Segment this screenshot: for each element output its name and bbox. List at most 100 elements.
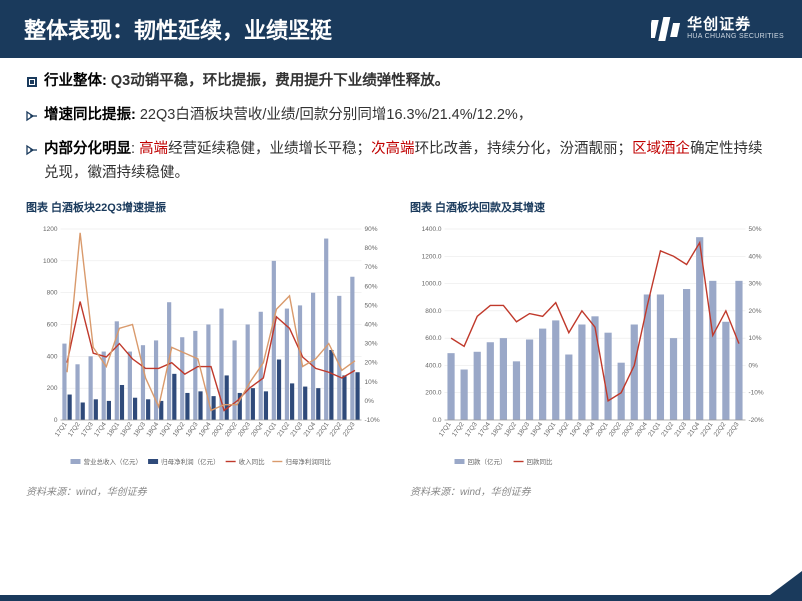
svg-text:1200: 1200 (43, 226, 58, 233)
svg-text:19Q4: 19Q4 (198, 421, 213, 438)
svg-text:21Q2: 21Q2 (276, 421, 291, 438)
svg-text:90%: 90% (365, 226, 378, 233)
svg-text:10%: 10% (749, 335, 762, 342)
svg-text:回款（亿元）: 回款（亿元） (468, 457, 507, 466)
svg-text:60%: 60% (365, 283, 378, 290)
svg-text:20Q2: 20Q2 (608, 421, 623, 438)
svg-text:22Q3: 22Q3 (342, 421, 357, 438)
svg-text:1200.0: 1200.0 (422, 253, 442, 260)
svg-text:21Q4: 21Q4 (302, 421, 317, 438)
svg-text:18Q3: 18Q3 (516, 421, 531, 438)
svg-text:0: 0 (54, 417, 58, 424)
content-body: 行业整体: Q3动销平稳，环比提振，费用提升下业绩弹性释放。增速同比提振: 22… (0, 58, 802, 185)
svg-text:20%: 20% (365, 359, 378, 366)
svg-text:17Q4: 17Q4 (93, 421, 108, 438)
slide-header: 整体表现：韧性延续，业绩坚挺 华创证券 HUA CHUANG SECURITIE… (0, 0, 802, 58)
svg-text:21Q3: 21Q3 (673, 421, 688, 438)
svg-text:20Q1: 20Q1 (211, 421, 226, 438)
svg-text:19Q4: 19Q4 (582, 421, 597, 438)
chart-left-svg: 020040060080010001200-10%0%10%20%30%40%5… (26, 221, 392, 476)
svg-text:20Q4: 20Q4 (250, 421, 265, 438)
svg-text:17Q2: 17Q2 (451, 421, 466, 438)
svg-text:50%: 50% (749, 226, 762, 233)
chart-right-source: 资料来源：wind，华创证券 (410, 483, 776, 498)
svg-text:21Q3: 21Q3 (289, 421, 304, 438)
svg-text:22Q3: 22Q3 (726, 421, 741, 438)
svg-text:归母净利润（亿元）: 归母净利润（亿元） (161, 457, 220, 466)
svg-text:-10%: -10% (365, 417, 380, 424)
svg-text:600: 600 (47, 321, 58, 328)
svg-text:20%: 20% (749, 308, 762, 315)
svg-text:1000: 1000 (43, 258, 58, 265)
svg-text:归母净利润同比: 归母净利润同比 (285, 457, 331, 466)
svg-text:17Q2: 17Q2 (67, 421, 82, 438)
svg-text:22Q1: 22Q1 (700, 421, 715, 438)
svg-text:18Q4: 18Q4 (529, 421, 544, 438)
svg-text:22Q2: 22Q2 (713, 421, 728, 438)
chart-left-source: 资料来源：wind，华创证券 (26, 483, 392, 498)
svg-text:22Q1: 22Q1 (316, 421, 331, 438)
svg-text:50%: 50% (365, 302, 378, 309)
svg-text:30%: 30% (749, 280, 762, 287)
svg-text:18Q4: 18Q4 (145, 421, 160, 438)
svg-text:400: 400 (47, 353, 58, 360)
svg-text:18Q1: 18Q1 (106, 421, 121, 438)
svg-text:18Q3: 18Q3 (132, 421, 147, 438)
svg-text:营业总收入（亿元）: 营业总收入（亿元） (84, 457, 143, 466)
svg-text:19Q1: 19Q1 (159, 421, 174, 438)
svg-text:800.0: 800.0 (425, 308, 442, 315)
chart-left-title: 图表 白酒板块22Q3增速提振 (26, 199, 392, 215)
svg-text:20Q4: 20Q4 (634, 421, 649, 438)
svg-text:40%: 40% (749, 253, 762, 260)
svg-text:21Q4: 21Q4 (686, 421, 701, 438)
chart-right-svg: 0.0200.0400.0600.0800.01000.01200.01400.… (410, 221, 776, 476)
svg-text:20Q1: 20Q1 (595, 421, 610, 438)
svg-text:400.0: 400.0 (425, 362, 442, 369)
footer-triangle (762, 571, 802, 601)
arrow-bullet-icon (26, 141, 44, 164)
chart-left: 图表 白酒板块22Q3增速提振 020040060080010001200-10… (26, 199, 392, 498)
svg-text:18Q2: 18Q2 (503, 421, 518, 438)
svg-text:17Q3: 17Q3 (464, 421, 479, 438)
logo-text-en: HUA CHUANG SECURITIES (687, 33, 784, 41)
svg-text:10%: 10% (365, 379, 378, 386)
logo-text-cn: 华创证券 (687, 17, 784, 34)
charts-row: 图表 白酒板块22Q3增速提振 020040060080010001200-10… (0, 193, 802, 498)
svg-text:回款同比: 回款同比 (527, 457, 554, 466)
svg-text:21Q1: 21Q1 (263, 421, 278, 438)
chart-right-title: 图表 白酒板块回款及其增速 (410, 199, 776, 215)
square-bullet-icon (26, 73, 44, 96)
svg-text:17Q3: 17Q3 (80, 421, 95, 438)
bullet-row: 内部分化明显: 高端经营延续稳健，业绩增长平稳；次高端环比改善，持续分化，汾酒靓… (26, 138, 776, 184)
arrow-bullet-icon (26, 107, 44, 130)
svg-text:200.0: 200.0 (425, 389, 442, 396)
svg-text:800: 800 (47, 289, 58, 296)
svg-text:18Q1: 18Q1 (490, 421, 505, 438)
svg-text:17Q4: 17Q4 (477, 421, 492, 438)
svg-text:-20%: -20% (749, 417, 764, 424)
chart-right: 图表 白酒板块回款及其增速 0.0200.0400.0600.0800.0100… (410, 199, 776, 498)
svg-text:70%: 70% (365, 264, 378, 271)
svg-text:40%: 40% (365, 321, 378, 328)
svg-text:1000.0: 1000.0 (422, 280, 442, 287)
svg-text:80%: 80% (365, 245, 378, 252)
bullet-row: 行业整体: Q3动销平稳，环比提振，费用提升下业绩弹性释放。 (26, 70, 776, 96)
svg-text:19Q2: 19Q2 (556, 421, 571, 438)
bullet-text: 内部分化明显: 高端经营延续稳健，业绩增长平稳；次高端环比改善，持续分化，汾酒靓… (44, 138, 776, 184)
logo-icon (651, 14, 681, 44)
svg-text:18Q2: 18Q2 (119, 421, 134, 438)
footer-bar (0, 595, 802, 601)
svg-text:30%: 30% (365, 340, 378, 347)
svg-text:20Q3: 20Q3 (621, 421, 636, 438)
bullet-text: 行业整体: Q3动销平稳，环比提振，费用提升下业绩弹性释放。 (44, 70, 449, 93)
svg-text:0%: 0% (365, 398, 375, 405)
svg-text:19Q1: 19Q1 (543, 421, 558, 438)
svg-text:1400.0: 1400.0 (422, 226, 442, 233)
svg-text:22Q2: 22Q2 (329, 421, 344, 438)
svg-text:0%: 0% (749, 362, 759, 369)
svg-text:收入同比: 收入同比 (239, 457, 266, 466)
svg-text:20Q3: 20Q3 (237, 421, 252, 438)
svg-text:600.0: 600.0 (425, 335, 442, 342)
svg-text:21Q1: 21Q1 (647, 421, 662, 438)
bullet-text: 增速同比提振: 22Q3白酒板块营收/业绩/回款分别同增16.3%/21.4%/… (44, 104, 532, 127)
